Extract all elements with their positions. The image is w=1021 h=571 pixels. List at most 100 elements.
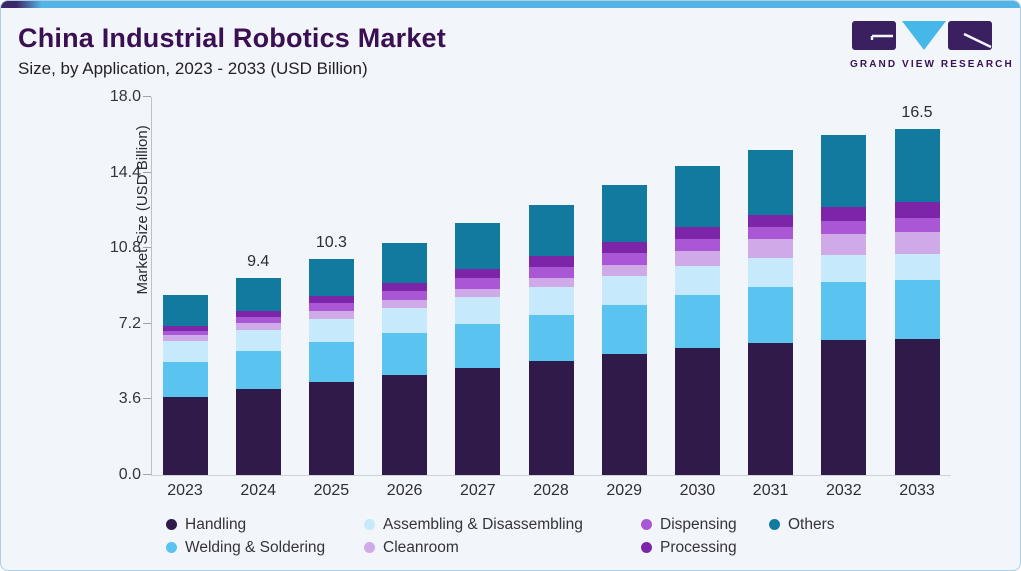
y-tick-mark xyxy=(143,171,151,173)
bar-segment xyxy=(382,375,428,475)
stacked-bar-2030 xyxy=(674,166,720,475)
bar-segment xyxy=(382,282,428,292)
bar-segment xyxy=(674,251,720,267)
bar-segment xyxy=(382,308,428,334)
bar-segment xyxy=(601,276,647,305)
stacked-bar-2026 xyxy=(382,243,428,475)
bar-segment xyxy=(162,325,208,331)
bar-segment xyxy=(601,264,647,277)
bar-segment xyxy=(894,128,940,203)
bar-segment xyxy=(894,231,940,254)
y-axis-title: Market Size (USD Billion) xyxy=(134,125,152,295)
bar-segment xyxy=(821,340,867,475)
bar-segment xyxy=(528,255,574,267)
y-tick-mark xyxy=(143,474,151,475)
y-tick-label: 14.4 xyxy=(109,163,141,181)
bar-segment xyxy=(308,310,354,319)
legend-item: Handling xyxy=(166,516,364,534)
bar-segment xyxy=(601,253,647,265)
bar-segment xyxy=(674,166,720,228)
y-tick-label: 18.0 xyxy=(109,88,141,105)
bar-segment xyxy=(528,361,574,475)
bar-segment xyxy=(894,202,940,218)
stacked-bar-2024 xyxy=(235,277,281,475)
bar-segment xyxy=(748,215,794,228)
x-tick-label: 2032 xyxy=(826,482,862,499)
x-axis-line xyxy=(151,475,951,476)
legend-label: Dispensing xyxy=(660,515,737,533)
bar-segment xyxy=(674,347,720,475)
x-tick-label: 2031 xyxy=(752,482,789,499)
bar-segment xyxy=(162,397,208,475)
y-tick-label: 7.2 xyxy=(118,314,141,332)
bar-segment xyxy=(455,268,501,279)
bar-segment xyxy=(674,295,720,348)
bar-segment xyxy=(601,354,647,475)
bar-segment xyxy=(235,316,281,323)
bar-segment xyxy=(894,253,940,281)
bar-segment xyxy=(894,217,940,232)
y-tick-mark xyxy=(143,96,151,97)
x-tick-label: 2024 xyxy=(240,482,276,499)
bar-segment xyxy=(821,234,867,255)
y-tick-label: 10.8 xyxy=(109,239,141,257)
y-tick-label: 3.6 xyxy=(118,390,141,408)
bar-segment xyxy=(748,257,794,287)
stacked-bar-2031 xyxy=(748,149,794,475)
bar-segment xyxy=(821,134,867,208)
bar-segment xyxy=(455,323,501,368)
legend-item: Assembling & Disassembling xyxy=(364,516,641,534)
bar-segment xyxy=(235,322,281,331)
legend-label: Welding & Soldering xyxy=(185,538,326,556)
grand-view-research-logo: GRAND VIEW RESEARCH xyxy=(850,21,1012,70)
bar-segment xyxy=(455,223,501,269)
gvr-logo-icon xyxy=(852,21,992,50)
bar-segment xyxy=(235,389,281,475)
bar-segment xyxy=(674,266,720,296)
stacked-bar-2028 xyxy=(528,205,574,475)
bar-segment xyxy=(308,295,354,304)
x-tick-label: 2027 xyxy=(460,482,496,499)
plot-area: 0.0 3.6 7.2 10.8 14.4 18.0 9.4 10.3 16.5 xyxy=(110,88,951,483)
y-tick-mark xyxy=(143,398,151,400)
bar-segment xyxy=(308,341,354,382)
legend-dot-icon xyxy=(641,542,652,553)
bar-segment xyxy=(894,280,940,339)
bar-segment xyxy=(748,227,794,240)
bar-segment xyxy=(235,311,281,317)
legend-item: Welding & Soldering xyxy=(166,539,364,557)
bar-value-label: 10.3 xyxy=(315,233,347,251)
chart-header: China Industrial Robotics Market Size, b… xyxy=(18,23,446,79)
bar-segment xyxy=(748,149,794,216)
bar-segment xyxy=(455,367,501,475)
x-tick-label: 2030 xyxy=(679,482,716,499)
legend-dot-icon xyxy=(364,519,375,530)
legend-item: Processing xyxy=(641,539,769,557)
x-tick-label: 2033 xyxy=(899,482,935,499)
bar-segment xyxy=(382,291,428,301)
bar-segment xyxy=(382,300,428,309)
stacked-bar-2025 xyxy=(308,258,354,475)
x-tick-label: 2028 xyxy=(533,482,569,499)
legend-label: Assembling & Disassembling xyxy=(383,515,583,533)
legend-label: Processing xyxy=(660,538,737,556)
legend-dot-icon xyxy=(166,519,177,530)
bar-segment xyxy=(821,254,867,283)
bar-segment xyxy=(528,266,574,279)
y-tick-mark xyxy=(143,322,151,324)
bar-segment xyxy=(308,303,354,311)
bar-segment xyxy=(308,318,354,342)
bar-segment xyxy=(382,243,428,283)
bar-segment xyxy=(308,381,354,475)
legend-dot-icon xyxy=(641,519,652,530)
bar-segment xyxy=(894,338,940,475)
bar-segment xyxy=(455,288,501,298)
y-tick-mark xyxy=(143,247,151,249)
legend-label: Others xyxy=(788,515,835,533)
stacked-bar-2032 xyxy=(821,134,867,475)
x-tick-label: 2025 xyxy=(313,482,350,499)
bar-value-label: 9.4 xyxy=(247,252,270,270)
bar-segment xyxy=(235,330,281,352)
bar-segment xyxy=(162,294,208,326)
